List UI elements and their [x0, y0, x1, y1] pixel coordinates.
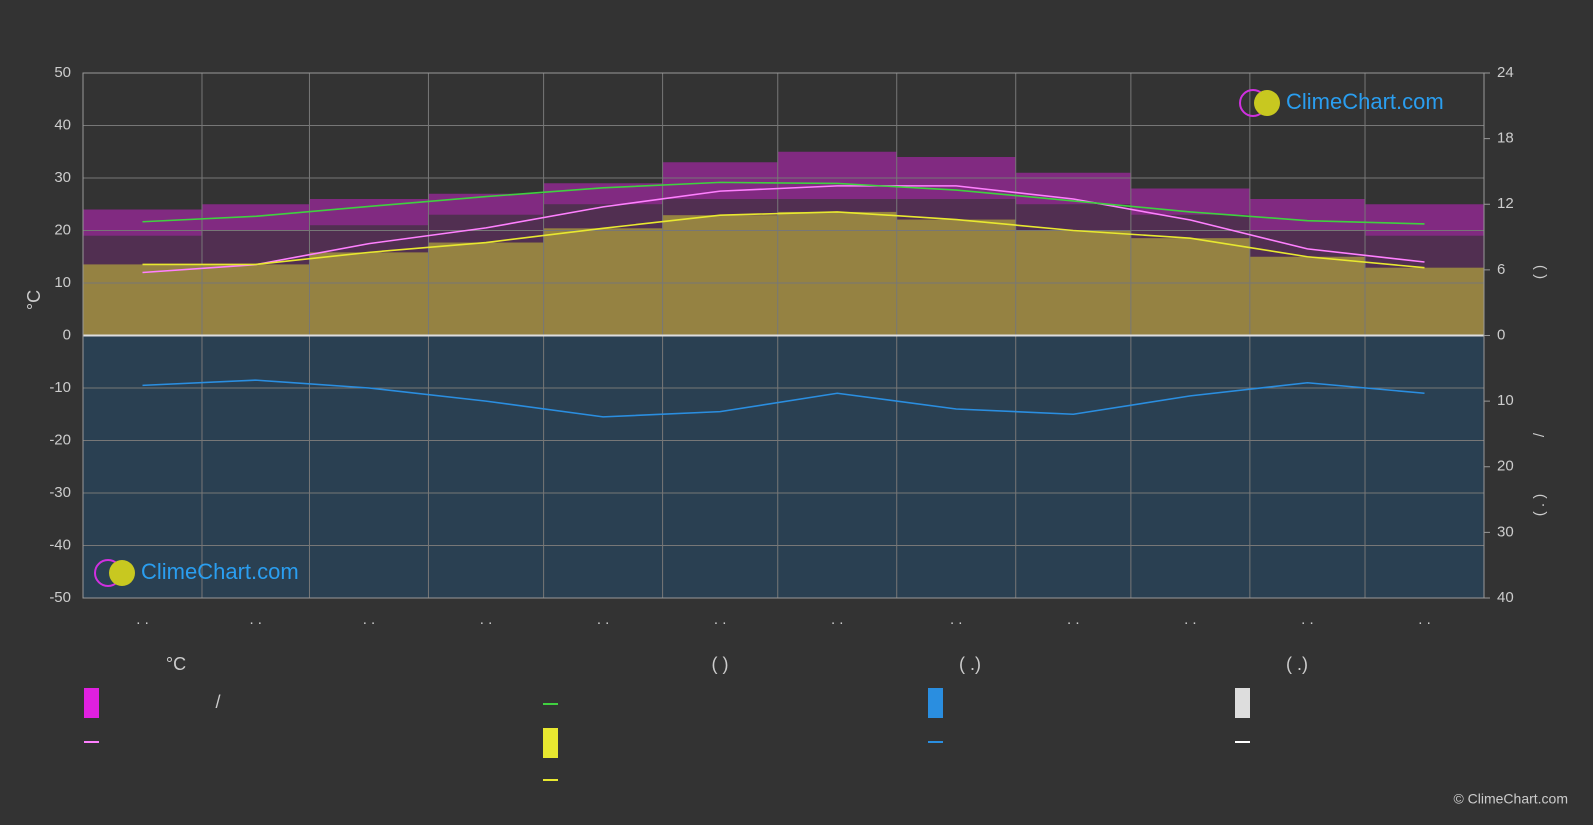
y2-tick-label: 18	[1497, 130, 1514, 147]
temp-range-base	[777, 199, 897, 336]
sunshine-bar	[83, 264, 202, 336]
sunshine-bar	[662, 215, 778, 336]
temp-range-base	[896, 199, 1016, 336]
temp-range-bar	[662, 162, 778, 199]
y2-tick-label: 6	[1497, 261, 1505, 278]
sunshine-bar	[777, 211, 897, 336]
y2-tick-label: 12	[1497, 195, 1514, 212]
x-tick-label: . .	[1301, 611, 1314, 628]
sunshine-bar	[1365, 267, 1484, 336]
right-axis-label: ( )	[1531, 265, 1548, 279]
legend-swatch	[84, 688, 99, 718]
temp-range-base	[1365, 235, 1484, 336]
precip-tick-label: 30	[1497, 523, 1514, 540]
y2-tick-label: 0	[1497, 326, 1505, 343]
temp-range-bar	[83, 209, 202, 236]
y-tick-label: 10	[54, 274, 71, 291]
x-tick-label: . .	[597, 611, 610, 628]
sunshine-bar	[201, 264, 310, 336]
x-tick-label: . .	[950, 611, 963, 628]
series-line	[142, 379, 1425, 418]
precip-background	[83, 335, 1484, 598]
right-axis-label: /	[1531, 432, 1548, 437]
x-tick-label: . .	[480, 611, 493, 628]
sunshine-bar	[309, 252, 429, 336]
temp-range-bar	[777, 151, 897, 199]
logo-text: ClimeChart.com	[1286, 89, 1444, 114]
logo-text: ClimeChart.com	[141, 559, 299, 584]
x-tick-label: . .	[363, 611, 376, 628]
sunshine-bar	[428, 242, 544, 336]
logo-sun	[1254, 90, 1280, 116]
sunshine-bar	[1249, 256, 1366, 336]
temp-range-bar	[543, 183, 663, 205]
x-tick-label: . .	[831, 611, 844, 628]
precip-tick-label: 20	[1497, 458, 1514, 475]
legend-text: /	[215, 692, 220, 712]
y-tick-label: -50	[49, 589, 71, 606]
x-tick-label: . .	[1184, 611, 1197, 628]
legend-header: ( )	[712, 654, 729, 674]
y-tick-label: -40	[49, 536, 71, 553]
sunshine-bar	[1130, 238, 1250, 336]
y-tick-label: -10	[49, 379, 71, 396]
temp-range-bar	[1365, 204, 1484, 236]
temp-range-bar	[1249, 199, 1366, 231]
legend-swatch	[1235, 688, 1250, 718]
x-tick-label: . .	[1418, 611, 1431, 628]
y-tick-label: -20	[49, 431, 71, 448]
legend-header: ( .)	[1286, 654, 1308, 674]
sunshine-bar	[896, 219, 1016, 336]
legend-swatch	[928, 688, 943, 718]
x-tick-label: . .	[1067, 611, 1080, 628]
y-tick-label: 40	[54, 116, 71, 133]
legend-header: ( .)	[959, 654, 981, 674]
y-tick-label: 20	[54, 221, 71, 238]
temp-range-base	[83, 235, 202, 336]
logo-sun	[109, 560, 135, 586]
y-tick-label: 30	[54, 169, 71, 186]
temp-range-base	[662, 199, 778, 336]
y-axis-label: °C	[24, 290, 44, 310]
temp-range-base	[543, 204, 663, 336]
right-axis-label: ( . )	[1531, 494, 1548, 517]
series-line	[142, 181, 1425, 225]
precip-tick-label: 10	[1497, 392, 1514, 409]
precip-tick-label: 40	[1497, 589, 1514, 606]
y-tick-label: 0	[63, 326, 71, 343]
x-tick-label: . .	[714, 611, 727, 628]
series-line	[142, 211, 1425, 269]
series-line	[142, 185, 1425, 274]
temp-range-base	[428, 214, 544, 336]
legend-header: °C	[166, 654, 186, 674]
x-tick-label: . .	[136, 611, 149, 628]
y-tick-label: -30	[49, 484, 71, 501]
x-tick-label: . .	[249, 611, 262, 628]
temp-range-bar	[1130, 188, 1250, 215]
legend-swatch	[543, 728, 558, 758]
sunshine-bar	[543, 228, 663, 336]
copyright: © ClimeChart.com	[1453, 791, 1568, 807]
y-tick-label: 50	[54, 64, 71, 81]
y2-tick-label: 24	[1497, 64, 1514, 81]
